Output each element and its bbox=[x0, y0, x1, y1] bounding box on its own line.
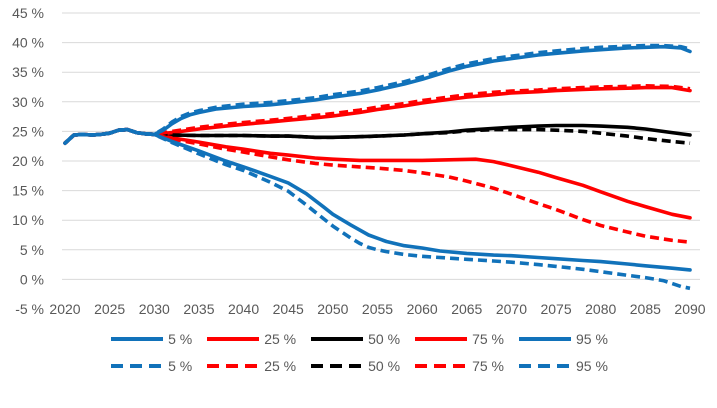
x-tick-label: 2080 bbox=[585, 301, 616, 317]
series-line-p5_dashed bbox=[63, 127, 691, 291]
x-tick-label: 2085 bbox=[630, 301, 661, 317]
series-line-p25_dashed bbox=[63, 127, 691, 244]
legend-item-p50_solid: 50 % bbox=[309, 332, 400, 346]
legend-label: 95 % bbox=[575, 358, 608, 374]
y-tick-label: 35 % bbox=[12, 64, 44, 80]
y-tick-label: 25 % bbox=[12, 123, 44, 139]
series-line-p25_solid bbox=[63, 127, 692, 220]
legend-swatch-solid-icon bbox=[311, 337, 364, 341]
legend-item-p25_dashed: 25 % bbox=[205, 359, 296, 373]
legend-item-p5_dashed: 5 % bbox=[109, 359, 192, 373]
x-tick-label: 2040 bbox=[228, 301, 259, 317]
legend-label: 50 % bbox=[368, 331, 401, 347]
legend-label: 50 % bbox=[368, 358, 401, 374]
x-tick-label: 2055 bbox=[362, 301, 393, 317]
legend-row-dashed: 5 % 25 % 50 % 75 % 95 % bbox=[0, 359, 717, 373]
legend-swatch-dashed-icon bbox=[111, 364, 164, 368]
legend-label: 95 % bbox=[575, 331, 608, 347]
legend-swatch-solid-icon bbox=[518, 337, 571, 341]
y-tick-label: 10 % bbox=[12, 212, 44, 228]
x-tick-label: 2065 bbox=[451, 301, 482, 317]
series-line-p95_dashed bbox=[63, 43, 691, 145]
legend-item-p75_dashed: 75 % bbox=[413, 359, 504, 373]
x-tick-label: 2035 bbox=[183, 301, 214, 317]
x-tick-label: 2070 bbox=[496, 301, 527, 317]
legend-swatch-dashed-icon bbox=[311, 364, 364, 368]
x-tick-label: 2045 bbox=[273, 301, 304, 317]
series-line-p5_solid bbox=[63, 127, 692, 272]
y-tick-label: 0 % bbox=[20, 271, 44, 287]
series-line-p95_solid bbox=[63, 44, 692, 145]
y-tick-label: 30 % bbox=[12, 94, 44, 110]
legend-swatch-solid-icon bbox=[111, 337, 164, 341]
x-tick-label: 2030 bbox=[139, 301, 170, 317]
y-tick-label: 15 % bbox=[12, 183, 44, 199]
x-tick-label: 2020 bbox=[49, 301, 80, 317]
legend-swatch-solid-icon bbox=[207, 337, 260, 341]
x-tick-label: 2090 bbox=[674, 301, 705, 317]
y-tick-label: 5 % bbox=[20, 242, 44, 258]
legend-swatch-dashed-icon bbox=[415, 364, 468, 368]
legend-label: 5 % bbox=[168, 358, 193, 374]
x-tick-label: 2025 bbox=[94, 301, 125, 317]
legend-item-p5_solid: 5 % bbox=[109, 332, 192, 346]
legend-item-p95_dashed: 95 % bbox=[517, 359, 608, 373]
legend-label: 75 % bbox=[472, 331, 504, 347]
plot-area: 45 % 40 % 35 % 30 % 25 % 20 % 15 % 10 % 5 % 0 % -5… bbox=[12, 5, 706, 317]
y-tick-label: -5 % bbox=[15, 301, 44, 317]
y-tick-label: 20 % bbox=[12, 153, 44, 169]
legend-item-p95_solid: 95 % bbox=[517, 332, 608, 346]
series-line-p75_dashed bbox=[63, 84, 691, 145]
legend-swatch-dashed-icon bbox=[518, 364, 571, 368]
y-tick-label: 40 % bbox=[12, 35, 44, 51]
legend-item-p50_dashed: 50 % bbox=[309, 359, 400, 373]
legend-label: 5 % bbox=[168, 331, 193, 347]
y-tick-label: 45 % bbox=[12, 5, 44, 21]
legend-label: 25 % bbox=[264, 331, 297, 347]
x-tick-label: 2075 bbox=[540, 301, 571, 317]
legend-item-p75_solid: 75 % bbox=[413, 332, 504, 346]
legend-label: 75 % bbox=[472, 358, 504, 374]
x-tick-label: 2060 bbox=[407, 301, 438, 317]
legend: 5 % 25 % 50 % 75 % 95 % 5 % 25 % 50 % 75 % 95 % bbox=[0, 332, 717, 373]
legend-swatch-dashed-icon bbox=[207, 364, 260, 368]
series-line-p50_dashed bbox=[63, 127, 691, 145]
x-tick-label: 2050 bbox=[317, 301, 348, 317]
legend-item-p25_solid: 25 % bbox=[205, 332, 296, 346]
legend-swatch-solid-icon bbox=[415, 337, 468, 341]
legend-label: 25 % bbox=[264, 358, 297, 374]
legend-row-solid: 5 % 25 % 50 % 75 % 95 % bbox=[0, 332, 717, 346]
